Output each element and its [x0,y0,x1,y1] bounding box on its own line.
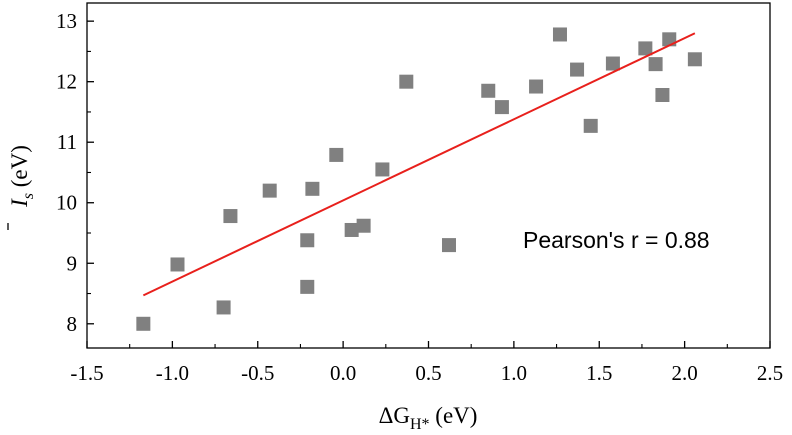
data-point [441,238,456,253]
x-axis-title-prefix: ΔG [379,403,410,428]
y-axis-title-subscript: s [20,193,37,199]
data-points [136,27,702,331]
data-point [170,257,185,272]
data-point [375,162,390,177]
y-axis-title: Is (eV) [7,145,37,208]
fit-line [142,32,696,297]
x-tick-label: 2.0 [672,361,698,385]
y-tick-label: 10 [56,191,77,215]
data-point [481,83,496,98]
data-point [356,218,371,233]
data-point [638,41,653,56]
y-tick-label: 13 [56,9,77,33]
x-axis-title-subscript: H* [410,416,430,433]
y-tick-label: 8 [67,312,78,336]
data-point [570,62,585,77]
data-point [136,316,151,331]
data-point [648,57,663,72]
data-point [300,279,315,294]
data-point [552,27,567,42]
x-axis-title-unit: (eV) [430,403,478,428]
x-axis: -1.5 -1.0 -0.5 0.0 0.5 1.0 1.5 2.0 2.5 [70,341,783,385]
x-tick-label: 0.5 [415,361,441,385]
data-point [344,222,359,237]
data-point [216,300,231,315]
data-point [223,209,238,224]
data-point [494,100,509,115]
x-tick-label: -1.5 [70,361,103,385]
y-tick-label: 9 [67,251,78,275]
plot-area: -1.5 -1.0 -0.5 0.0 0.5 1.0 1.5 2.0 2.5 8 9 10 11 12 1… [56,2,783,385]
y-axis-title-base: I [7,198,32,208]
y-axis: 8 9 10 11 12 13 [56,9,94,336]
x-tick-label: 2.5 [757,361,783,385]
y-tick-label: 11 [57,130,77,154]
x-tick-label: 1.0 [501,361,527,385]
data-point [655,88,670,102]
data-point [300,233,315,248]
data-point [662,32,677,47]
x-axis-title: ΔGH* (eV) [379,403,478,433]
x-tick-label: 0.0 [330,361,356,385]
y-axis-title-unit: (eV) [7,145,32,193]
data-point [529,79,544,94]
data-point [583,118,598,133]
data-point [305,181,320,196]
x-tick-label: -1.0 [156,361,189,385]
data-point [687,52,702,67]
plot-frame [86,2,771,349]
x-tick-label: 1.5 [586,361,612,385]
data-point [399,74,414,89]
x-tick-label: -0.5 [241,361,274,385]
y-axis-title-group: Is (eV) [7,145,37,230]
pearson-annotation: Pearson's r = 0.88 [523,227,710,253]
data-point [329,147,344,162]
y-tick-label: 12 [56,70,77,94]
data-point [605,56,620,71]
data-point [262,183,277,198]
